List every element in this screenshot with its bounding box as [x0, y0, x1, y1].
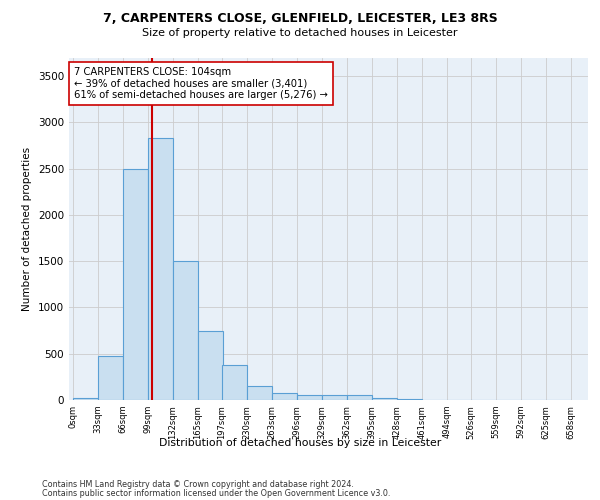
Bar: [222, 365, 247, 400]
Text: Contains HM Land Registry data © Crown copyright and database right 2024.: Contains HM Land Registry data © Crown c…: [42, 480, 354, 489]
Text: 7, CARPENTERS CLOSE, GLENFIELD, LEICESTER, LE3 8RS: 7, CARPENTERS CLOSE, GLENFIELD, LEICESTE…: [103, 12, 497, 26]
Text: Distribution of detached houses by size in Leicester: Distribution of detached houses by size …: [159, 438, 441, 448]
Bar: [372, 398, 397, 400]
Bar: [347, 396, 372, 400]
Bar: [98, 356, 123, 400]
Y-axis label: Number of detached properties: Number of detached properties: [22, 146, 32, 311]
Bar: [148, 138, 173, 400]
Bar: [272, 393, 297, 400]
Bar: [397, 398, 422, 400]
Text: Contains public sector information licensed under the Open Government Licence v3: Contains public sector information licen…: [42, 488, 391, 498]
Bar: [73, 398, 98, 400]
Bar: [173, 261, 198, 400]
Bar: [198, 330, 223, 400]
Bar: [123, 168, 148, 400]
Bar: [297, 396, 322, 400]
Text: 7 CARPENTERS CLOSE: 104sqm
← 39% of detached houses are smaller (3,401)
61% of s: 7 CARPENTERS CLOSE: 104sqm ← 39% of deta…: [74, 67, 328, 100]
Bar: [247, 386, 272, 400]
Bar: [322, 396, 347, 400]
Text: Size of property relative to detached houses in Leicester: Size of property relative to detached ho…: [142, 28, 458, 38]
